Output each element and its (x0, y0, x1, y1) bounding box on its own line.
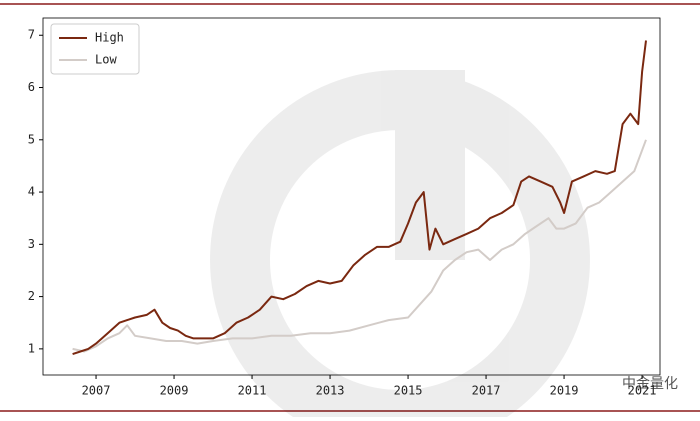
y-tick-label: 3 (28, 237, 35, 251)
x-tick-label: 2017 (472, 384, 501, 398)
y-tick-label: 5 (28, 132, 35, 146)
x-tick-label: 2011 (238, 384, 267, 398)
legend-label: High (95, 31, 124, 45)
y-tick-label: 6 (28, 80, 35, 94)
x-tick-label: 2021 (628, 384, 657, 398)
x-tick-label: 2013 (316, 384, 345, 398)
x-tick-label: 2019 (550, 384, 579, 398)
plot-frame (42, 17, 661, 376)
watermark-logo (210, 70, 590, 421)
y-tick-label: 4 (28, 185, 35, 199)
watermark-text: 中金量化 (622, 376, 678, 392)
y-tick-label: 2 (28, 289, 35, 303)
series-line (72, 139, 647, 353)
x-tick-label: 2009 (160, 384, 189, 398)
y-tick-label: 7 (28, 28, 35, 42)
y-tick-label: 1 (28, 341, 35, 355)
series-line (72, 40, 647, 356)
x-tick-label: 2007 (82, 384, 111, 398)
x-tick-label: 2015 (394, 384, 423, 398)
legend-label: Low (95, 53, 117, 67)
legend-box (50, 23, 140, 75)
